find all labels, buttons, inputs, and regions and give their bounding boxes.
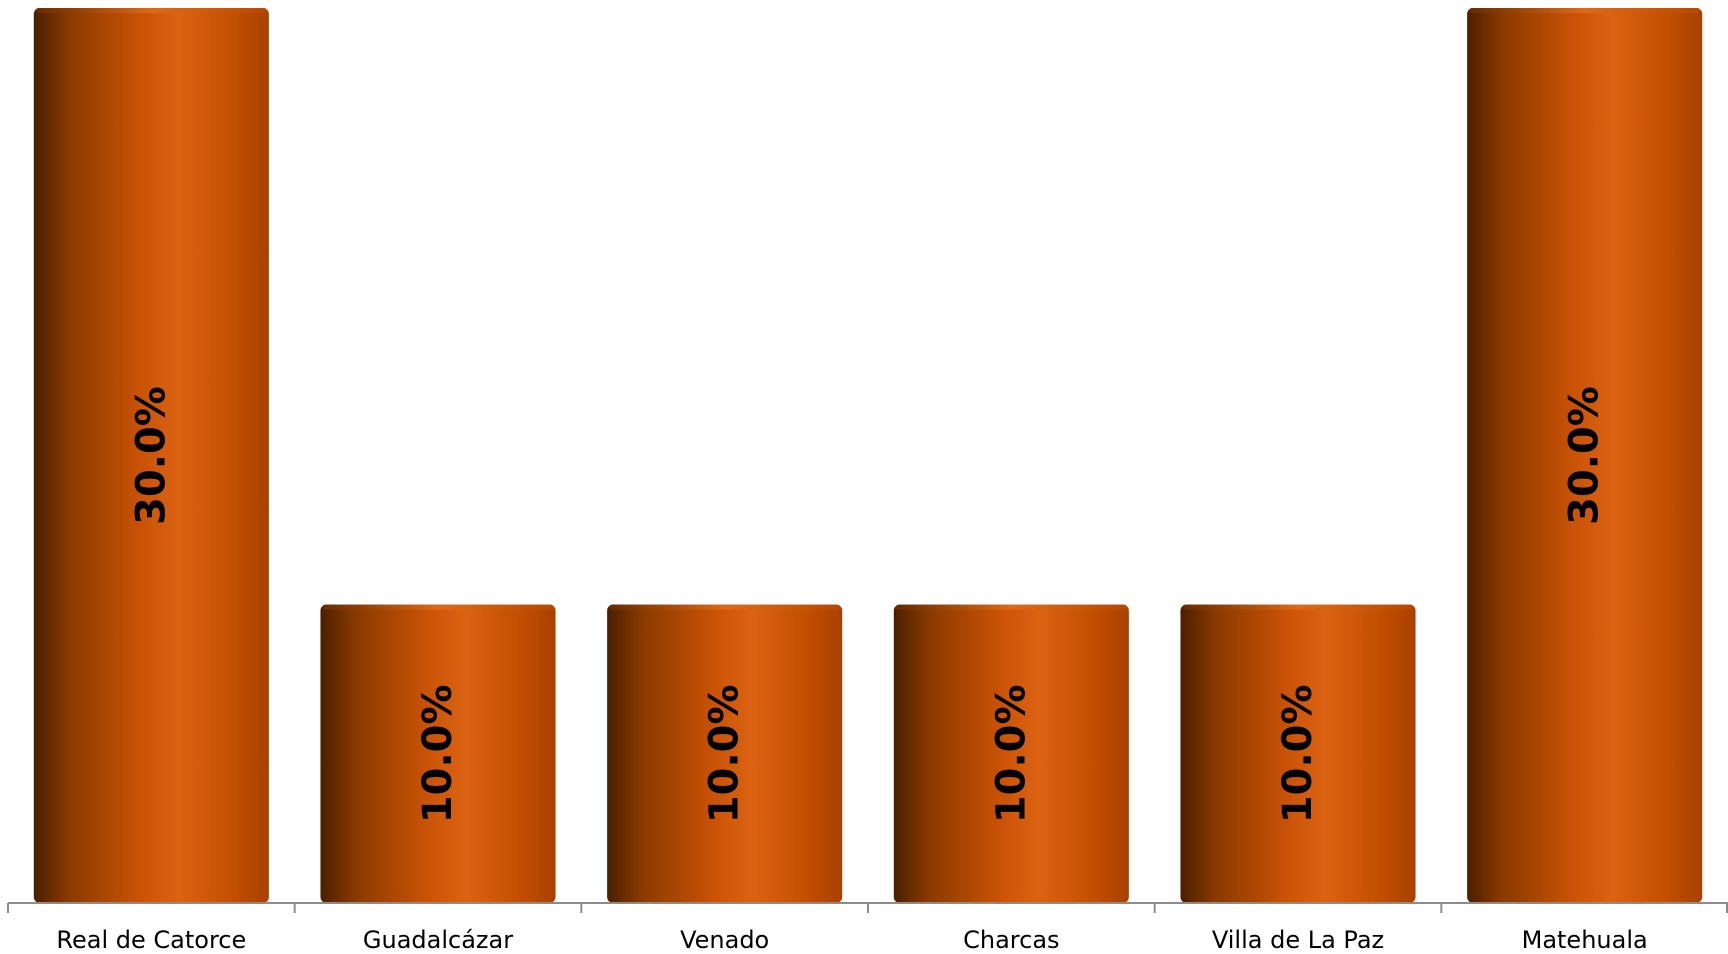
data-label: 10.0% bbox=[702, 684, 748, 823]
data-label: 10.0% bbox=[1275, 684, 1321, 823]
bar-top-highlight bbox=[35, 8, 267, 13]
bar-top-highlight bbox=[1182, 604, 1414, 610]
data-label: 30.0% bbox=[1562, 386, 1608, 525]
bar-top-highlight bbox=[1469, 8, 1701, 13]
category-label: Villa de La Paz bbox=[1212, 926, 1384, 954]
bar-5 bbox=[1180, 604, 1416, 903]
bar-6 bbox=[1467, 8, 1703, 903]
bar-top-highlight bbox=[895, 604, 1127, 610]
category-label: Real de Catorce bbox=[56, 926, 246, 954]
data-labels-group: 30.0% 10.0% 10.0% 10.0% 10.0% 30.0% bbox=[128, 386, 1607, 823]
category-label: Venado bbox=[680, 926, 769, 954]
bars-group bbox=[33, 8, 1703, 903]
category-label: Charcas bbox=[963, 926, 1059, 954]
bar-3 bbox=[607, 604, 843, 903]
category-labels-group: Real de Catorce Guadalcázar Venado Charcas V… bbox=[56, 926, 1647, 954]
bar-4 bbox=[893, 604, 1129, 903]
bar-top-highlight bbox=[322, 604, 554, 610]
x-axis bbox=[7, 902, 1728, 913]
data-label: 10.0% bbox=[415, 684, 461, 823]
data-label: 10.0% bbox=[988, 684, 1034, 823]
bar-2 bbox=[320, 604, 556, 903]
category-label: Matehuala bbox=[1522, 926, 1648, 954]
data-label: 30.0% bbox=[128, 386, 174, 525]
bar-top-highlight bbox=[609, 604, 841, 610]
category-label: Guadalcázar bbox=[363, 926, 513, 954]
bar-1 bbox=[33, 8, 269, 903]
